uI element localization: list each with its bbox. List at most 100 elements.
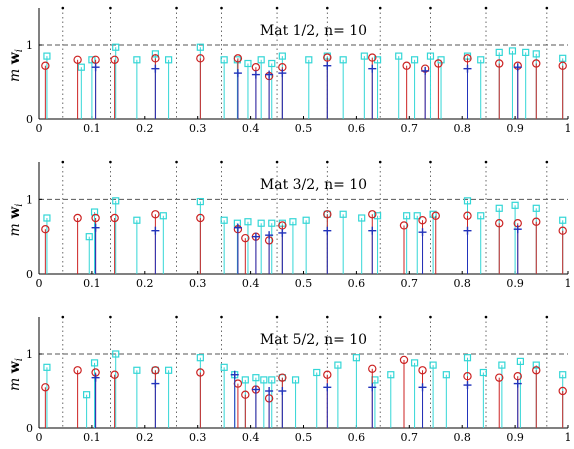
square-marker	[220, 363, 228, 371]
circle-marker	[323, 370, 332, 379]
x-tick-label: 0.3	[189, 122, 207, 135]
square-marker	[257, 219, 265, 227]
square-marker	[511, 201, 519, 209]
x-tick-label: 0.6	[348, 277, 366, 290]
square-marker	[133, 366, 141, 374]
x-tick-label: 0.9	[506, 431, 524, 444]
y-axis-label-subscript: i	[14, 204, 25, 207]
square-marker	[133, 216, 141, 224]
guide-top-dot	[484, 160, 488, 164]
guide-top-dot	[175, 6, 178, 10]
x-tick-label: 0	[36, 122, 43, 135]
circle-marker	[532, 217, 541, 226]
circle-marker	[463, 54, 472, 63]
y-tick-label: 1	[26, 193, 33, 206]
guide-top-dot	[545, 315, 549, 319]
circle-marker	[241, 233, 250, 243]
circle-marker	[558, 61, 567, 70]
x-tick-label: 0.8	[453, 431, 471, 444]
panel-title: Mat 3/2, n= 10	[260, 177, 367, 193]
square-marker	[77, 63, 85, 71]
circle-marker	[368, 364, 377, 373]
circle-marker	[431, 211, 440, 220]
square-marker	[305, 56, 313, 64]
circle-marker	[110, 213, 119, 223]
square-marker	[244, 59, 252, 68]
square-marker	[220, 56, 228, 64]
x-tick-label: 0.7	[401, 277, 419, 290]
x-tick-label: 0.1	[83, 277, 101, 290]
y-tick-label: 1	[26, 348, 33, 361]
x-tick-label: 0.2	[136, 122, 154, 135]
square-marker	[133, 56, 141, 64]
circle-marker	[73, 213, 82, 223]
square-marker	[196, 197, 204, 206]
x-tick-label: 0.5	[295, 277, 313, 290]
x-tick-label: 0.4	[242, 277, 260, 290]
square-marker	[339, 56, 347, 64]
square-marker	[278, 52, 286, 60]
square-marker	[165, 56, 173, 64]
square-marker	[387, 371, 395, 379]
square-marker	[43, 363, 51, 371]
square-marker	[410, 56, 419, 64]
square-marker	[508, 47, 517, 55]
circle-marker	[110, 370, 119, 379]
guide-top-dot	[109, 315, 112, 319]
circle-marker	[495, 373, 504, 382]
guide-top-dot	[429, 315, 432, 319]
x-tick-label: 0.9	[506, 122, 524, 135]
guide-top-dot	[326, 315, 329, 319]
square-marker	[241, 376, 249, 384]
circle-marker	[558, 386, 567, 396]
square-marker	[532, 204, 540, 212]
guide-top-dot	[220, 315, 223, 319]
square-marker	[358, 214, 366, 222]
square-marker	[495, 48, 503, 57]
x-tick-label: 0.1	[83, 431, 101, 444]
guide-top-dot	[275, 6, 279, 10]
square-marker	[559, 371, 567, 379]
y-axis-label-subscript: i	[14, 358, 25, 361]
circle-marker	[399, 355, 409, 365]
square-marker	[352, 354, 360, 362]
guide-top-dot	[275, 315, 279, 319]
guide-top-dot	[429, 6, 432, 10]
square-marker	[426, 52, 435, 60]
circle-marker	[418, 366, 427, 375]
square-marker	[252, 374, 260, 382]
x-tick-label: 0.3	[189, 431, 207, 444]
circle-marker	[368, 53, 377, 62]
guide-top-dot	[378, 315, 382, 319]
square-marker	[268, 59, 276, 68]
square-marker	[410, 359, 419, 367]
square-marker	[291, 376, 300, 384]
y-axis-label: m wi	[7, 358, 25, 391]
circle-marker	[41, 224, 50, 234]
square-marker	[165, 366, 173, 374]
circle-marker	[41, 61, 50, 70]
x-tick-label: 0.7	[401, 431, 419, 444]
guide-top-dot	[378, 6, 382, 10]
y-axis-label-w: w	[7, 360, 23, 374]
square-marker	[302, 216, 310, 224]
square-marker	[463, 197, 472, 205]
square-marker	[112, 350, 120, 358]
x-tick-label: 0.2	[136, 277, 154, 290]
circle-marker	[73, 55, 82, 65]
x-tick-label: 0.5	[295, 122, 313, 135]
guide-top-dot	[61, 160, 65, 164]
circle-marker	[558, 226, 567, 235]
square-marker	[313, 368, 321, 377]
circle-marker	[196, 54, 205, 63]
circle-marker	[368, 210, 377, 219]
y-tick-label: 0	[26, 113, 33, 126]
y-tick-label: 1	[26, 39, 33, 52]
guide-top-dot	[175, 315, 178, 319]
circle-marker	[463, 211, 472, 220]
circle-marker	[241, 390, 250, 399]
square-marker	[196, 354, 204, 362]
